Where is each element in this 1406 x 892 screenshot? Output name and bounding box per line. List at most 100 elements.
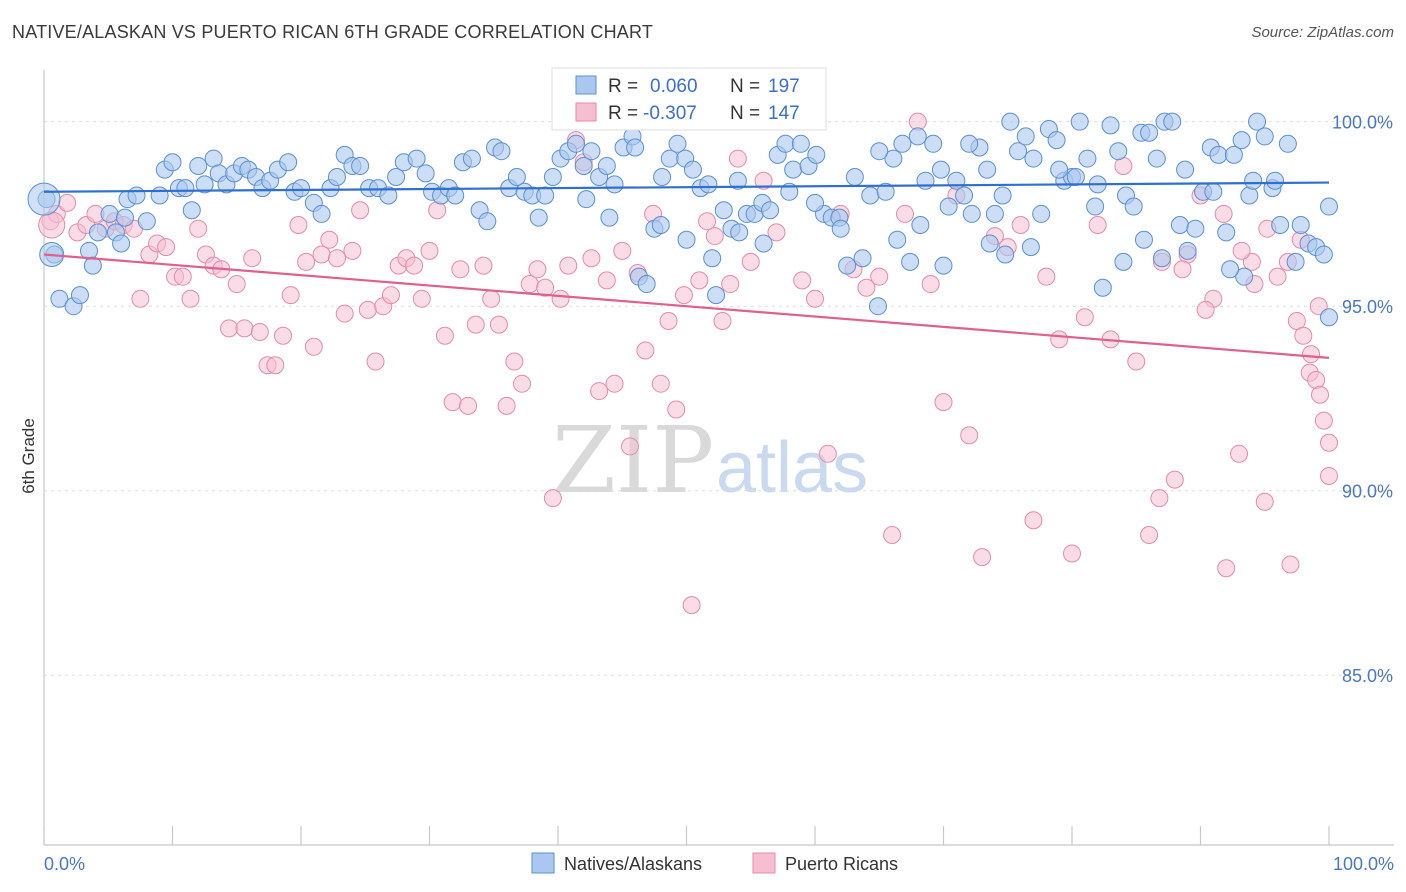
x-tick-label: 100.0% [1333,854,1394,874]
scatter-point-puerto-rican [559,256,578,275]
scatter-point-native-alaskan [870,142,889,161]
scatter-point-native-alaskan [1140,123,1159,142]
scatter-point-native-alaskan [1078,149,1097,168]
scatter-point-native-alaskan [70,286,89,305]
scatter-point-native-alaskan [1240,186,1259,205]
scatter-point-puerto-rican [304,337,323,356]
y-tick-label: 85.0% [1342,666,1393,686]
chart-title: NATIVE/ALASKAN VS PUERTO RICAN 6TH GRADE… [12,22,654,42]
scatter-point-native-alaskan [807,145,826,164]
scatter-point-puerto-rican [721,275,740,294]
scatter-point-puerto-rican [343,241,362,260]
scatter-point-puerto-rican [1011,216,1030,234]
scatter-point-native-alaskan [163,153,182,172]
scatter-point-native-alaskan [182,201,201,220]
scatter-point-native-alaskan [462,149,481,168]
scatter-point-puerto-rican [1214,204,1233,223]
scatter-point-puerto-rican [412,289,431,308]
scatter-point-native-alaskan [911,216,930,234]
scatter-point-puerto-rican [289,216,308,234]
scatter-point-native-alaskan [195,175,214,194]
scatter-point-native-alaskan [416,164,435,183]
scatter-point-puerto-rican [1255,492,1274,511]
legend-n-value: 147 [768,103,800,124]
scatter-point-puerto-rican [1232,241,1251,260]
scatter-point-puerto-rican [741,252,760,271]
scatter-point-native-alaskan [1186,219,1205,238]
scatter-point-native-alaskan [1009,142,1028,161]
scatter-point-native-alaskan [1209,145,1228,164]
scatter-point-native-alaskan [1224,145,1243,164]
scatter-point-puerto-rican [513,374,532,393]
scatter-point-puerto-rican [320,230,339,249]
scatter-point-puerto-rican [883,526,902,544]
scatter-point-native-alaskan [1124,197,1143,216]
scatter-point-puerto-rican [1320,466,1338,485]
scatter-point-native-alaskan [955,186,974,205]
scatter-point-native-alaskan [1147,149,1166,168]
scatter-point-native-alaskan [1047,131,1066,150]
scatter-point-native-alaskan [83,256,102,275]
scatter-point-puerto-rican [597,271,616,290]
scatter-point-native-alaskan [761,201,780,220]
scatter-point-native-alaskan [536,186,555,205]
scatter-point-puerto-rican [297,252,316,271]
scatter-point-puerto-rican [1268,267,1287,286]
scatter-point-puerto-rican [1165,470,1184,489]
scatter-point-native-alaskan [776,134,795,153]
scatter-point-native-alaskan [577,190,596,209]
trend-line-puerto-ricans [43,253,1330,359]
scatter-point-native-alaskan [1101,116,1120,135]
scatter-point-native-alaskan [1134,230,1153,249]
scatter-point-native-alaskan [1176,160,1195,179]
scatter-point-native-alaskan [1021,238,1040,257]
scatter-point-native-alaskan [115,208,134,227]
scatter-point-puerto-rican [1314,411,1333,430]
scatter-point-native-alaskan [1235,267,1254,286]
scatter-point-puerto-rican [1320,433,1338,452]
scatter-point-native-alaskan [507,168,526,187]
scatter-point-native-alaskan [1278,134,1297,153]
scatter-point-puerto-rican [405,256,424,275]
scatter-point-puerto-rican [1307,371,1326,389]
scatter-point-puerto-rican [973,548,992,567]
scatter-point-native-alaskan [1271,216,1290,234]
scatter-point-puerto-rican [420,241,439,260]
scatter-point-puerto-rican [235,319,254,338]
scatter-point-native-alaskan [1255,127,1274,146]
scatter-point-puerto-rican [335,304,354,323]
scatter-point-native-alaskan [1152,249,1171,268]
scatter-point-native-alaskan [1070,112,1089,131]
y-tick-label: 90.0% [1342,482,1393,502]
scatter-point-native-alaskan [730,223,749,242]
scatter-point-puerto-rican [1230,444,1249,463]
scatter-point-puerto-rican [870,267,889,286]
scatter-point-native-alaskan [1050,160,1069,179]
scatter-point-native-alaskan [754,234,773,253]
scatter-point-puerto-rican [793,271,812,290]
scatter-point-puerto-rican [613,241,632,260]
scatter-point-native-alaskan [876,182,895,201]
scatter-point-native-alaskan [1032,204,1051,223]
scatter-point-puerto-rican [366,352,385,371]
scatter-point-native-alaskan [993,186,1012,205]
scatter-point-puerto-rican [497,396,516,415]
scatter-point-native-alaskan [703,249,722,268]
legend-r-label: R = [608,76,638,97]
legend-n-label: N = [730,103,760,124]
scatter-point-puerto-rican [818,444,837,463]
scatter-point-native-alaskan [279,153,298,172]
source-label: Source: ZipAtlas.com [1251,24,1394,41]
y-tick-label: 100.0% [1332,113,1393,133]
scatter-point-puerto-rican [327,249,346,268]
scatter-point-puerto-rican [651,374,670,393]
scatter-point-puerto-rican [636,341,655,360]
scatter-point-puerto-rican [281,286,300,305]
scatter-point-native-alaskan [939,197,958,216]
scatter-point-puerto-rican [1309,297,1328,316]
scatter-point-native-alaskan [901,252,920,271]
scatter-point-puerto-rican [536,278,555,297]
scatter-point-puerto-rican [157,238,176,257]
bottom-legend-swatch-pink [752,852,776,874]
scatter-point-puerto-rican [274,326,293,345]
